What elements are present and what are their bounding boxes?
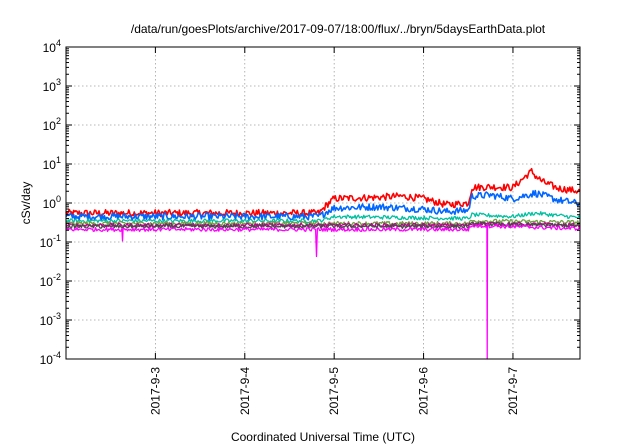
series-line bbox=[65, 211, 581, 224]
y-tick-exponent: -2 bbox=[53, 272, 61, 282]
y-tick-exponent: 2 bbox=[56, 116, 61, 126]
x-axis-label: Coordinated Universal Time (UTC) bbox=[231, 430, 415, 444]
y-tick-label: 10-1 bbox=[40, 233, 61, 250]
y-tick-exponent: -3 bbox=[53, 311, 61, 321]
y-tick-exponent: -4 bbox=[53, 350, 61, 360]
y-tick-base: 10 bbox=[40, 353, 54, 367]
grid bbox=[66, 47, 580, 359]
y-tick-label: 101 bbox=[43, 155, 61, 172]
y-tick-exponent: 0 bbox=[56, 194, 61, 204]
series-line bbox=[65, 221, 581, 230]
y-tick-label: 102 bbox=[43, 116, 61, 133]
y-tick-label: 104 bbox=[43, 38, 61, 55]
y-tick-base: 10 bbox=[43, 197, 57, 211]
y-tick-label: 100 bbox=[43, 194, 61, 211]
y-axis-label: cSv/day bbox=[19, 182, 33, 225]
y-tick-exponent: -1 bbox=[53, 233, 61, 243]
x-axis: 2017-9-3 2017-9-4 2017-9-5 2017-9-6 2017-9-7 bbox=[148, 47, 520, 415]
x-tick-label: 2017-9-6 bbox=[417, 367, 431, 415]
y-tick-exponent: 1 bbox=[56, 155, 61, 165]
y-tick-label: 10-3 bbox=[40, 311, 61, 328]
y-tick-label: 103 bbox=[43, 77, 61, 94]
y-tick-base: 10 bbox=[40, 314, 54, 328]
x-tick-label: 2017-9-4 bbox=[238, 367, 252, 415]
y-tick-base: 10 bbox=[43, 80, 57, 94]
series-line bbox=[65, 189, 581, 221]
chart-title: /data/run/goesPlots/archive/2017-09-07/1… bbox=[131, 22, 546, 36]
x-tick-label: 2017-9-7 bbox=[506, 367, 520, 415]
y-tick-label: 10-2 bbox=[40, 272, 61, 289]
y-tick-label: 10-4 bbox=[40, 350, 61, 367]
y-tick-base: 10 bbox=[43, 158, 57, 172]
x-tick-label: 2017-9-5 bbox=[327, 367, 341, 415]
series-line bbox=[65, 223, 581, 360]
y-tick-exponent: 3 bbox=[56, 77, 61, 87]
y-tick-base: 10 bbox=[40, 236, 54, 250]
series-line bbox=[65, 167, 581, 218]
y-tick-base: 10 bbox=[40, 275, 54, 289]
y-tick-exponent: 4 bbox=[56, 38, 61, 48]
series-group bbox=[65, 167, 581, 360]
x-tick-label: 2017-9-3 bbox=[148, 367, 162, 415]
y-tick-base: 10 bbox=[43, 119, 57, 133]
y-tick-base: 10 bbox=[43, 41, 57, 55]
